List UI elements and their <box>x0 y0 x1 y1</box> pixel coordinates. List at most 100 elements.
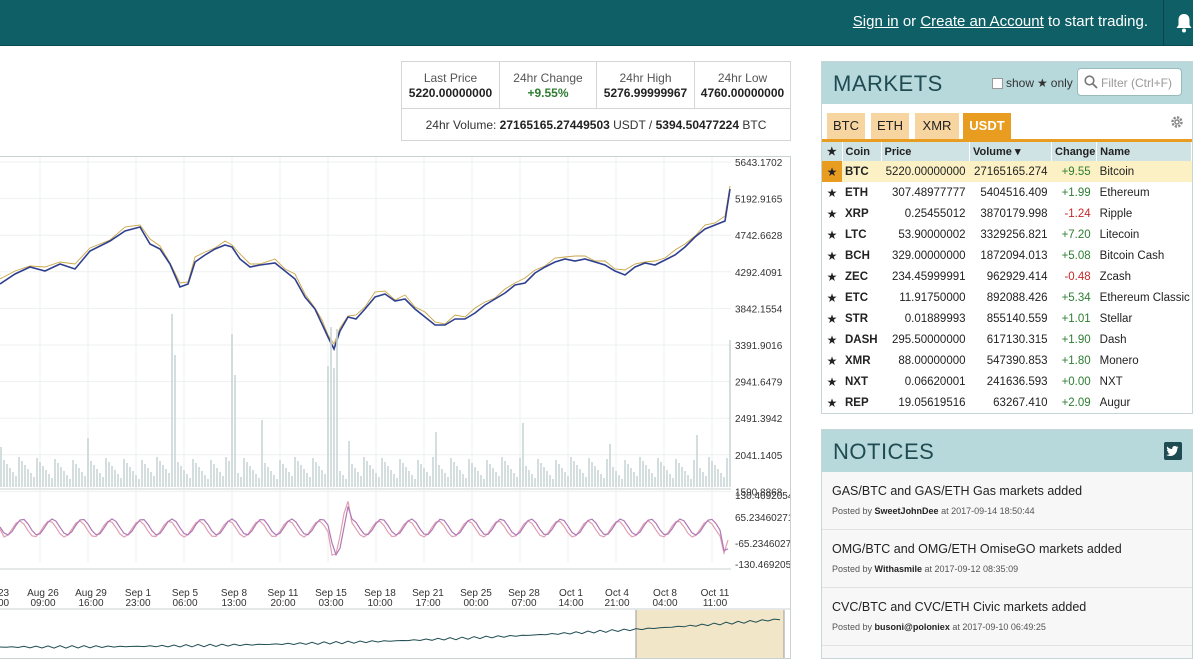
star-icon[interactable]: ★ <box>826 269 838 284</box>
market-row-etc[interactable]: ★ ETC 11.91750000 892088.426 +5.34 Ether… <box>822 287 1192 308</box>
price-axis-label: 5643.1702 <box>735 158 783 169</box>
volume-bar <box>405 467 407 487</box>
star-icon[interactable]: ★ <box>826 353 838 368</box>
notice-title[interactable]: CVC/BTC and CVC/ETH Civic markets added <box>832 600 1087 614</box>
market-row-ltc[interactable]: ★ LTC 53.90000002 3329256.821 +7.20 Lite… <box>822 224 1192 245</box>
show-starred-toggle[interactable]: show ★ only <box>992 76 1073 90</box>
notice-title[interactable]: OMG/BTC and OMG/ETH OmiseGO markets adde… <box>832 542 1122 556</box>
market-row-zec[interactable]: ★ ZEC 234.45999991 962929.414 -0.48 Zcas… <box>822 266 1192 287</box>
volume-bar <box>252 470 254 487</box>
volume-bar <box>351 464 353 487</box>
tab-usdt[interactable]: USDT <box>963 113 1011 139</box>
market-row-bch[interactable]: ★ BCH 329.00000000 1872094.013 +5.08 Bit… <box>822 245 1192 266</box>
volume-bar <box>345 479 347 487</box>
change-cell: +9.55 <box>1051 161 1097 182</box>
markets-header: MARKETS show ★ only Filter (Ctrl+F) <box>822 62 1192 104</box>
volume-bar <box>99 473 101 487</box>
tab-btc[interactable]: BTC <box>827 113 865 139</box>
markets-panel: MARKETS show ★ only Filter (Ctrl+F) BTC … <box>821 61 1193 414</box>
volume-bar <box>270 471 272 487</box>
market-row-nxt[interactable]: ★ NXT 0.06620001 241636.593 +0.00 NXT <box>822 371 1192 392</box>
oscillator-axis-label: -130.469205 <box>735 560 791 571</box>
gear-icon[interactable] <box>1170 115 1184 129</box>
star-icon[interactable]: ★ <box>826 185 838 200</box>
volume-bar <box>102 477 104 487</box>
price-column-header[interactable]: Price <box>881 142 971 161</box>
time-axis-time: 17:00 <box>415 598 440 609</box>
volume-bar <box>426 472 428 487</box>
volume-bar <box>18 457 20 487</box>
change-column-header[interactable]: Change <box>1051 142 1098 161</box>
coin-cell: BCH <box>845 249 870 262</box>
high-cell: 24hr High 5276.99999967 <box>597 62 695 108</box>
volume-bar <box>696 435 698 487</box>
time-axis-date: Sep 28 <box>508 588 540 599</box>
volume-bar <box>534 478 536 487</box>
name-cell: Bitcoin <box>1096 161 1192 182</box>
bell-icon[interactable] <box>1175 13 1193 33</box>
star-icon[interactable]: ★ <box>826 332 838 347</box>
volume-bar <box>333 368 335 487</box>
volume-cell: 241636.593 <box>986 375 1048 388</box>
star-icon[interactable]: ★ <box>826 395 838 410</box>
notice-item[interactable]: OMG/BTC and OMG/ETH OmiseGO markets adde… <box>822 530 1192 588</box>
star-icon[interactable]: ★ <box>826 290 838 305</box>
notice-author: SweetJohnDee <box>874 506 939 516</box>
volume-bar <box>423 468 425 487</box>
notice-author: Withasmile <box>874 564 922 574</box>
search-icon <box>1084 75 1098 89</box>
volume-bar <box>363 457 365 487</box>
coin-column-header[interactable]: Coin <box>842 142 882 161</box>
volume-bar <box>453 462 455 487</box>
filter-input[interactable]: Filter (Ctrl+F) <box>1077 68 1182 96</box>
volume-bar <box>381 458 383 487</box>
tab-eth[interactable]: ETH <box>871 113 909 139</box>
market-row-eth[interactable]: ★ ETH 307.48977777 5404516.409 +1.99 Eth… <box>822 182 1192 203</box>
star-icon[interactable]: ★ <box>826 206 838 221</box>
market-row-rep[interactable]: ★ REP 19.05619516 63267.410 +2.09 Augur <box>822 392 1192 413</box>
market-row-str[interactable]: ★ STR 0.01889993 855140.559 +1.01 Stella… <box>822 308 1192 329</box>
volume-bar <box>354 468 356 487</box>
volume-bar <box>339 471 341 487</box>
notice-item[interactable]: CVC/BTC and CVC/ETH Civic markets added … <box>822 588 1192 646</box>
volume-bar <box>471 463 473 487</box>
volume-bar <box>195 463 197 487</box>
navigator-line <box>0 618 781 649</box>
low-cell: 24hr Low 4760.00000000 <box>695 62 790 108</box>
volume-bar <box>726 458 728 487</box>
market-row-btc[interactable]: ★ BTC 5220.00000000 27165165.274 +9.55 B… <box>822 161 1192 182</box>
star-icon[interactable]: ★ <box>826 374 838 389</box>
market-row-xrp[interactable]: ★ XRP 0.25455012 3870179.998 -1.24 Rippl… <box>822 203 1192 224</box>
show-starred-checkbox[interactable] <box>992 77 1003 89</box>
twitter-icon[interactable] <box>1164 442 1182 460</box>
market-row-xmr[interactable]: ★ XMR 88.00000000 547390.853 +1.80 Moner… <box>822 350 1192 371</box>
star-icon[interactable]: ★ <box>826 311 838 326</box>
notice-title[interactable]: GAS/BTC and GAS/ETH Gas markets added <box>832 484 1083 498</box>
star-icon[interactable]: ★ <box>826 248 838 263</box>
tab-xmr[interactable]: XMR <box>915 113 959 139</box>
volume-bar <box>585 477 587 487</box>
create-account-link[interactable]: Create an Account <box>920 13 1044 30</box>
price-chart[interactable]: 5643.1702 5192.9165 4742.6628 4292.4091 3842… <box>0 156 791 659</box>
price-chart-svg[interactable]: 5643.1702 5192.9165 4742.6628 4292.4091 3842… <box>0 157 791 659</box>
volume-bar <box>615 471 617 487</box>
volume-bar <box>48 474 50 487</box>
star-icon[interactable]: ★ <box>822 161 842 182</box>
notice-item[interactable]: GAS/BTC and GAS/ETH Gas markets added Po… <box>822 472 1192 530</box>
volume-bar <box>348 441 350 487</box>
time-axis-date: Oct 4 <box>605 588 629 599</box>
sign-in-link[interactable]: Sign in <box>852 13 899 30</box>
star-column-header[interactable]: ★ <box>822 142 843 161</box>
name-column-header[interactable]: Name <box>1096 142 1192 161</box>
time-axis-date: Sep 21 <box>412 588 444 599</box>
volume-bar <box>129 467 131 487</box>
volume-column-header[interactable]: Volume ▾ <box>969 142 1053 161</box>
market-row-dash[interactable]: ★ DASH 295.50000000 617130.315 +1.90 Das… <box>822 329 1192 350</box>
time-axis-time: 07:00 <box>511 598 536 609</box>
volume-bar <box>708 457 710 487</box>
volume-bar <box>54 459 56 487</box>
time-axis-time: 14:00 <box>558 598 583 609</box>
volume-cell: 547390.853 <box>986 354 1048 367</box>
star-icon[interactable]: ★ <box>826 227 838 242</box>
price-cell: 19.05619516 <box>898 396 966 409</box>
